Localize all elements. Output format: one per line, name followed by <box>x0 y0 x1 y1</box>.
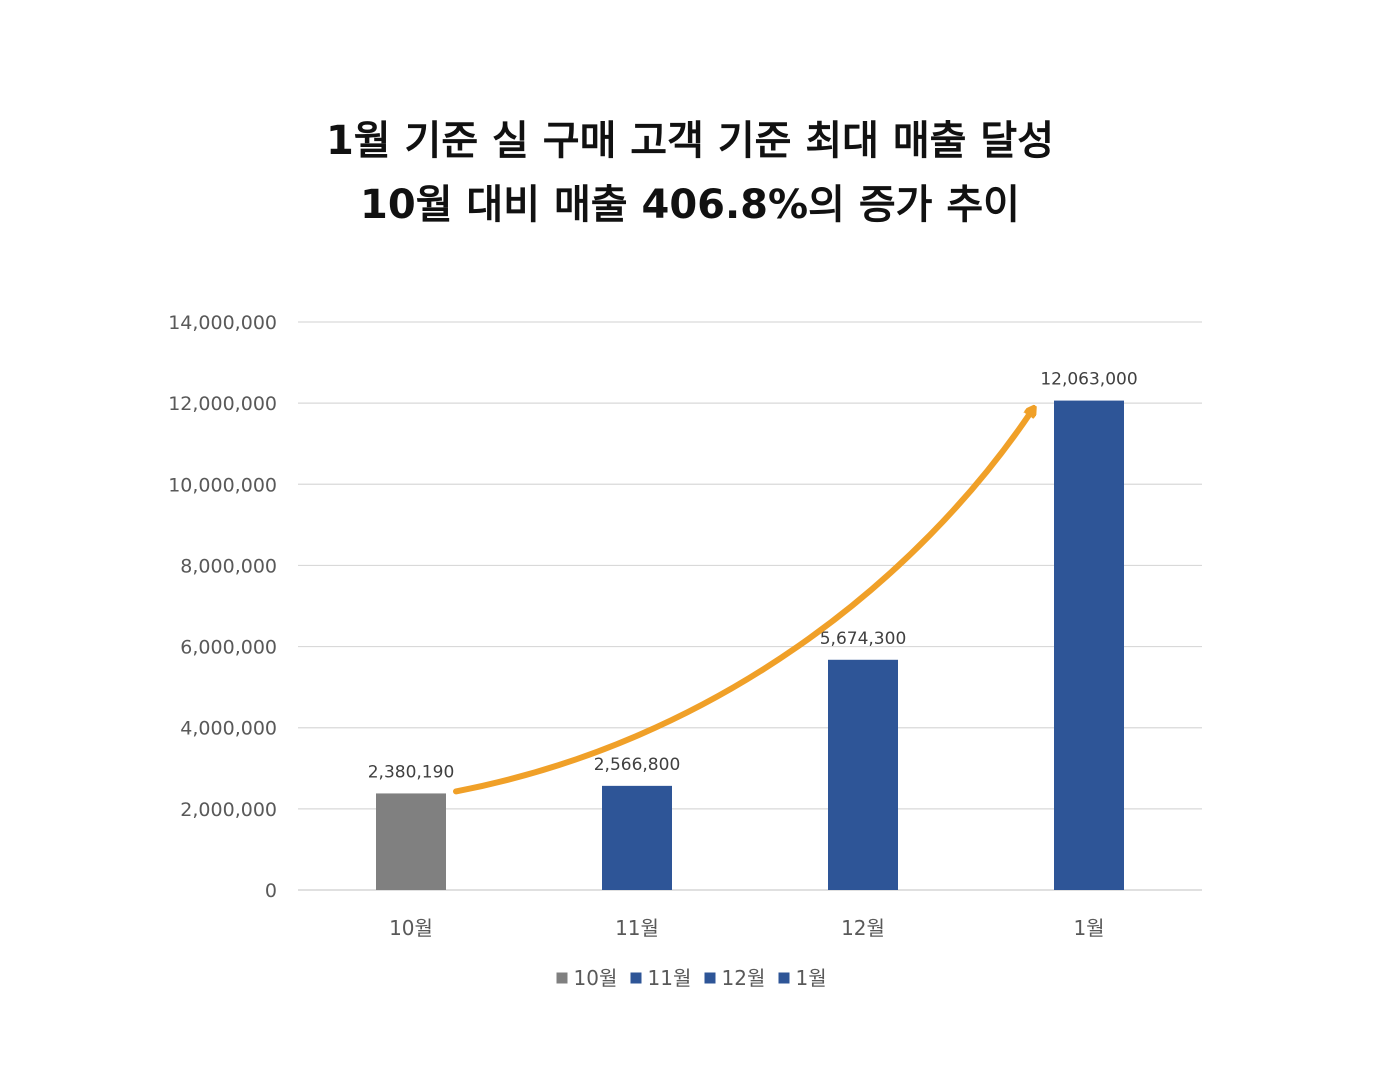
data-label: 12,063,000 <box>1040 370 1137 390</box>
legend-swatch <box>778 972 790 984</box>
trend-arrow <box>453 411 1032 795</box>
y-tick-label: 8,000,000 <box>180 555 277 577</box>
legend-swatch <box>630 972 642 984</box>
gridlines <box>298 321 1202 891</box>
data-labels: 2,380,190 2,566,800 5,674,300 12,063,000 <box>368 370 1138 783</box>
y-axis-ticks: 0 2,000,000 4,000,000 6,000,000 8,000,000 10,… <box>168 312 277 902</box>
x-tick-label: 1월 <box>1073 916 1104 940</box>
legend-swatch <box>556 972 568 984</box>
legend: 10월 11월 12월 1월 <box>556 966 827 990</box>
legend-swatch <box>704 972 716 984</box>
x-tick-label: 11월 <box>615 916 659 940</box>
x-tick-label: 10월 <box>389 916 433 940</box>
y-tick-label: 0 <box>265 880 277 902</box>
chart-title-line-2: 10월 대비 매출 406.8%의 증가 추이 <box>360 182 1020 228</box>
data-label: 2,380,190 <box>368 762 455 782</box>
x-axis-ticks: 10월 11월 12월 1월 <box>389 916 1104 940</box>
y-tick-label: 14,000,000 <box>168 312 277 334</box>
legend-label: 1월 <box>796 966 827 990</box>
y-tick-label: 6,000,000 <box>180 637 277 659</box>
y-tick-label: 2,000,000 <box>180 799 277 821</box>
bars <box>376 400 1124 890</box>
data-label: 5,674,300 <box>820 629 907 649</box>
bar-3 <box>828 659 898 890</box>
y-tick-label: 12,000,000 <box>168 393 277 415</box>
bar-2 <box>602 785 672 890</box>
y-tick-label: 4,000,000 <box>180 718 277 740</box>
chart-title-line-1: 1월 기준 실 구매 고객 기준 최대 매출 달성 <box>325 118 1055 164</box>
bar-1 <box>376 793 446 890</box>
data-label: 2,566,800 <box>594 755 681 775</box>
legend-label: 12월 <box>722 966 766 990</box>
bar-4 <box>1054 400 1124 890</box>
x-tick-label: 12월 <box>841 916 885 940</box>
legend-label: 11월 <box>648 966 692 990</box>
trend-arrow-group <box>453 411 1032 795</box>
y-tick-label: 10,000,000 <box>168 474 277 496</box>
legend-label: 10월 <box>574 966 618 990</box>
